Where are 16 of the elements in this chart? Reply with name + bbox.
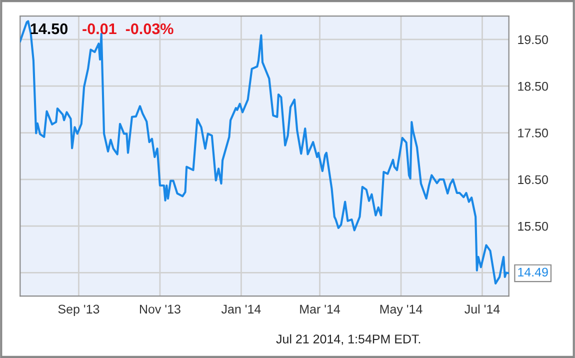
x-tick-label: Jan '14	[221, 304, 261, 314]
chart-title: 14.50	[30, 23, 68, 34]
x-tick-label: Nov '13	[140, 304, 180, 314]
text: Jul 21 2014, 1:54PM EDT.	[276, 334, 420, 345]
y-tick-label: 15.50	[518, 222, 548, 231]
x-tick-label: May '14	[380, 304, 422, 316]
y-tick-label: 18.50	[518, 82, 548, 91]
y-tick-label: 19.50	[518, 35, 548, 44]
y-tick-label: 16.50	[518, 175, 548, 184]
annotation: 14.49	[518, 268, 548, 277]
x-tick-label: Sep '13	[58, 304, 100, 316]
y-tick-label: 17.50	[518, 128, 548, 138]
chart-subtitle: -0.01 -0.03%	[82, 23, 174, 34]
x-tick-label: Mar '14	[300, 304, 340, 314]
x-tick-label: Jul '14	[464, 304, 500, 314]
line-series	[20, 20, 509, 285]
